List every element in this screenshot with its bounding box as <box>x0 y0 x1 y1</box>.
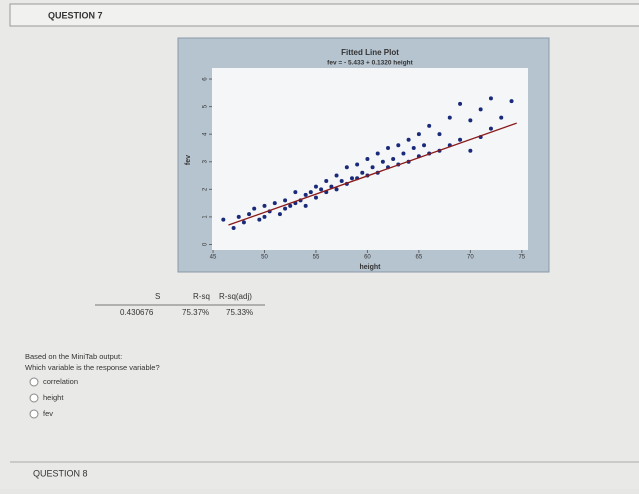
data-point <box>247 212 252 217</box>
x-axis-label: height <box>360 264 382 271</box>
radio-button[interactable] <box>29 377 39 387</box>
radio-button[interactable] <box>29 393 39 403</box>
y-tick-label: 5 <box>203 104 209 108</box>
data-point <box>308 190 313 195</box>
data-point <box>277 212 282 217</box>
stats-value: 75.37% <box>182 308 209 317</box>
data-point <box>458 137 463 142</box>
y-tick-label: 4 <box>203 132 209 136</box>
y-axis-label: fev <box>185 155 192 165</box>
data-point <box>386 145 391 150</box>
data-point <box>391 157 396 161</box>
x-tick-label: 45 <box>210 255 217 261</box>
radio-button[interactable] <box>29 409 39 419</box>
question-text: Which variable is the response variable? <box>25 363 160 372</box>
x-tick-label: 60 <box>364 255 371 261</box>
data-point <box>396 143 401 148</box>
data-point <box>303 203 308 208</box>
x-tick-label: 50 <box>261 255 268 261</box>
data-point <box>324 179 329 184</box>
data-point <box>288 203 293 208</box>
y-tick-label: 6 <box>203 77 209 81</box>
y-tick-label: 1 <box>203 215 209 219</box>
data-point <box>272 201 277 206</box>
option-label[interactable]: height <box>43 393 64 402</box>
x-tick-label: 65 <box>416 255 423 261</box>
data-point <box>422 143 427 148</box>
data-point <box>339 179 344 184</box>
question-title: QUESTION 8 <box>33 468 88 478</box>
data-point <box>334 173 339 178</box>
data-point <box>221 217 226 222</box>
option-label[interactable]: fev <box>43 409 53 418</box>
data-point <box>334 187 339 192</box>
data-point <box>293 190 298 195</box>
data-point <box>329 184 334 189</box>
data-point <box>344 165 349 170</box>
data-point <box>241 220 246 225</box>
data-point <box>319 187 324 192</box>
data-point <box>401 151 406 156</box>
y-tick-label: 3 <box>203 159 209 163</box>
data-point <box>283 198 288 203</box>
y-tick-label: 0 <box>203 242 209 246</box>
data-point <box>427 123 432 128</box>
data-point <box>416 132 421 137</box>
data-point <box>252 206 257 211</box>
data-point <box>257 217 262 222</box>
stats-value: 0.430676 <box>120 308 154 317</box>
data-point <box>488 96 493 101</box>
data-point <box>447 115 452 120</box>
data-point <box>478 107 483 112</box>
question-title: QUESTION 7 <box>48 10 103 20</box>
data-point <box>380 159 385 164</box>
data-point <box>406 137 411 142</box>
data-point <box>411 145 416 150</box>
data-point <box>437 132 442 137</box>
data-point <box>458 101 463 106</box>
stats-header: R-sq <box>193 292 210 301</box>
data-point <box>262 203 267 208</box>
data-point <box>468 148 473 153</box>
data-point <box>283 206 288 211</box>
stats-header: R-sq(adj) <box>219 292 252 301</box>
data-point <box>313 195 318 200</box>
x-tick-label: 75 <box>518 255 525 261</box>
data-point <box>488 126 493 131</box>
chart-title: Fitted Line Plot <box>341 48 399 57</box>
data-point <box>509 99 514 104</box>
data-point <box>303 192 308 197</box>
stats-header: S <box>155 292 160 301</box>
data-point <box>375 151 380 156</box>
data-point <box>231 225 236 230</box>
data-point <box>349 176 354 181</box>
y-tick-label: 2 <box>203 187 209 191</box>
data-point <box>313 184 318 189</box>
stats-value: 75.33% <box>226 308 253 317</box>
x-tick-label: 70 <box>467 255 474 261</box>
data-point <box>468 118 473 123</box>
chart-subtitle: fev = - 5.433 + 0.1320 height <box>327 60 413 67</box>
plot-area <box>212 68 528 250</box>
data-point <box>360 170 365 175</box>
data-point <box>355 162 360 167</box>
x-tick-label: 55 <box>313 255 320 261</box>
question-header <box>9 3 639 27</box>
question-text: Based on the MiniTab output: <box>25 352 122 361</box>
data-point <box>365 157 370 161</box>
data-point <box>236 214 241 219</box>
fit-line <box>228 122 517 226</box>
data-point <box>370 165 375 170</box>
data-point <box>499 115 504 120</box>
option-label[interactable]: correlation <box>43 377 78 386</box>
data-point <box>262 214 267 219</box>
